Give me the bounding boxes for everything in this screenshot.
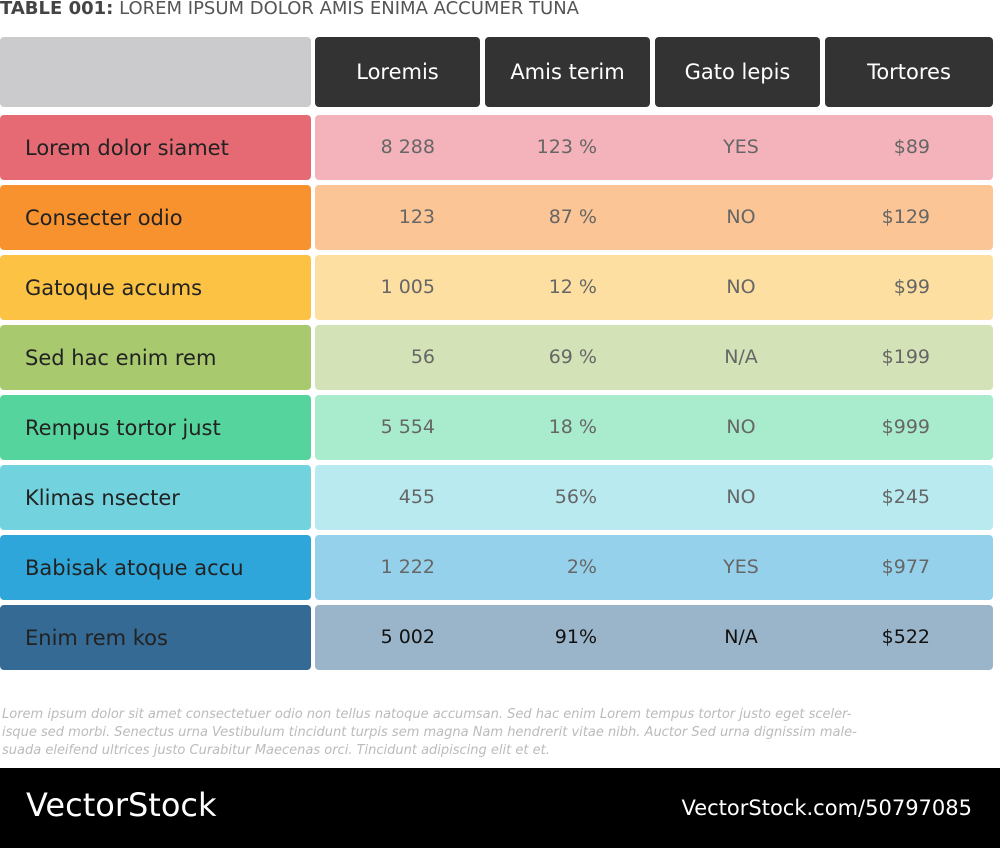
column-header: Amis terim [485,37,650,107]
cell: $245 [881,486,930,508]
cell: 455 [398,486,435,508]
cell: 1 005 [380,276,435,298]
row-label: Consecter odio [0,185,311,250]
note: Lorem ipsum dolor sit amet consectetuer … [2,706,998,760]
row-data-bg [315,535,993,600]
row-label: Gatoque accums [0,255,311,320]
cell: $999 [881,416,930,438]
cell: N/A [724,626,758,648]
brand: VectorStock [26,786,217,824]
cell: 87 % [548,206,597,228]
url: VectorStock.com/50797085 [681,796,972,820]
column-header: Tortores [825,37,993,107]
cell: 5 002 [380,626,435,648]
cell: $977 [881,556,930,578]
cell: 18 % [548,416,597,438]
footer-bar [0,768,1000,848]
title-text: LOREM IPSUM DOLOR AMIS ENIMA ACCUMER TUN… [119,0,579,19]
column-header: Loremis [315,37,480,107]
cell: 56 [410,346,435,368]
cell: YES [723,556,759,578]
cell: 5 554 [380,416,435,438]
note-line: isque sed morbi. Senectus urna Vestibulu… [2,725,857,740]
row-label: Lorem dolor siamet [0,115,311,180]
row-label: Rempus tortor just [0,395,311,460]
cell: $99 [893,276,930,298]
cell: 69 % [548,346,597,368]
cell: NO [726,416,756,438]
row-label: Enim rem kos [0,605,311,670]
cell: $129 [881,206,930,228]
cell: 123 [398,206,435,228]
header-blank [0,37,311,107]
cell: NO [726,206,756,228]
cell: 8 288 [380,136,435,158]
cell: 56% [554,486,597,508]
cell: NO [726,486,756,508]
row-data-bg [315,115,993,180]
row-data-bg [315,325,993,390]
row-data-bg [315,605,993,670]
cell: N/A [724,346,758,368]
note-line: suada eleifend ultrices justo Curabitur … [2,743,550,758]
column-header: Gato lepis [655,37,820,107]
row-label: Babisak atoque accu [0,535,311,600]
cell: 12 % [548,276,597,298]
title: TABLE 001: LOREM IPSUM DOLOR AMIS ENIMA … [0,0,579,19]
cell: $89 [893,136,930,158]
cell: 91% [554,626,597,648]
row-data-bg [315,465,993,530]
row-data-bg [315,395,993,460]
row-label: Klimas nsecter [0,465,311,530]
row-data-bg [315,185,993,250]
cell: $522 [881,626,930,648]
note-line: Lorem ipsum dolor sit amet consectetuer … [2,707,852,722]
cell: 123 % [536,136,597,158]
cell: 2% [566,556,597,578]
row-data-bg [315,255,993,320]
cell: NO [726,276,756,298]
row-label: Sed hac enim rem [0,325,311,390]
cell: $199 [881,346,930,368]
cell: 1 222 [380,556,435,578]
title-prefix: TABLE 001: [0,0,114,19]
cell: YES [723,136,759,158]
